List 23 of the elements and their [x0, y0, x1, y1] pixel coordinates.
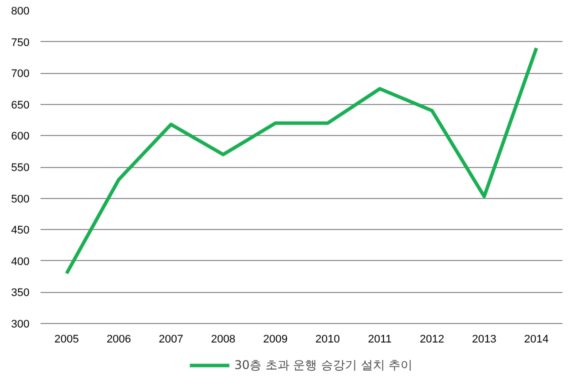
y-tick-label: 300: [11, 318, 30, 330]
y-tick-label: 400: [11, 256, 30, 268]
x-tick-label: 2007: [158, 334, 184, 346]
y-tick-label: 750: [11, 36, 30, 49]
x-tick-label: 2009: [263, 334, 288, 346]
x-tick-label: 2014: [524, 334, 549, 346]
legend-label: 30층 초과 운행 승강기 설치 추이: [234, 356, 413, 374]
line-series: [64, 46, 538, 276]
x-tick-label: 2008: [210, 334, 236, 346]
y-tick-label: 550: [11, 162, 30, 174]
x-tick-label: 2011: [368, 334, 392, 346]
y-tick-label: 650: [11, 99, 30, 112]
x-tick-label: 2006: [106, 334, 132, 346]
x-tick-label: 2012: [420, 334, 444, 346]
x-tick-label: 2005: [54, 334, 79, 346]
y-tick-label: 800: [11, 6, 30, 18]
y-tick-label: 450: [11, 224, 30, 237]
x-tick-label: 2013: [472, 334, 496, 346]
y-tick-label: 350: [11, 287, 30, 300]
x-tick-label: 2010: [315, 334, 340, 346]
y-tick-label: 500: [11, 193, 30, 206]
y-tick-label: 600: [11, 130, 30, 143]
y-tick-label: 700: [11, 68, 30, 80]
